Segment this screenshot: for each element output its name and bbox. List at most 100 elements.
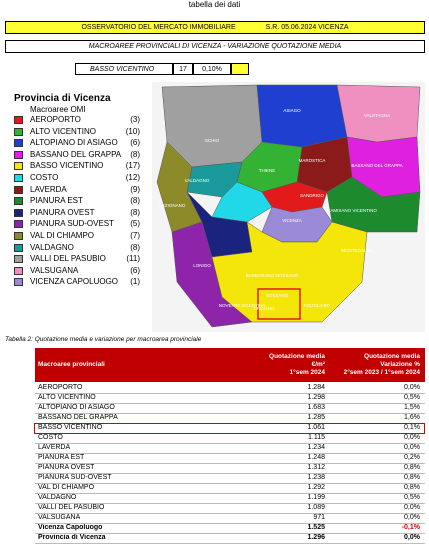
table-header-cell: Quotazione media Variazione % 2°sem 2023… (343, 353, 420, 376)
map-label: NOVENTA VICENTINA (219, 303, 265, 308)
page-caption: tabella dei dati (188, 0, 241, 9)
legend-label: VALSUGANA (30, 265, 79, 275)
row-line (35, 542, 425, 544)
row-line (35, 462, 425, 464)
map-label: MAROSTICA (299, 158, 326, 163)
legend-label: PIANURA OVEST (30, 207, 95, 217)
table-header-cell: Quotazione media €/m² 1°sem 2024 (269, 353, 325, 376)
selection-change: 0,10% (193, 63, 231, 75)
table-cell: 0,0% (404, 384, 420, 391)
map-label: BASSANO DEL GRAPPA (351, 163, 402, 168)
legend-count: (1) (130, 277, 140, 287)
table-cell: 0,8% (404, 464, 420, 471)
table-cell: LAVERDA (38, 444, 71, 451)
selection-count: 17 (173, 63, 193, 75)
table-cell: ALTO VICENTINO (38, 394, 96, 401)
table-cell: 1.115 (308, 434, 325, 441)
selection-name: BASSO VICENTINO (75, 63, 173, 75)
subtitle: MACROAREE PROVINCIALI DI VICENZA - VARIA… (88, 43, 342, 50)
legend-swatch (14, 255, 23, 264)
selection-swatch (231, 63, 249, 75)
banner-left: OSSERVATORIO DEL MERCATO IMMOBILIARE (81, 24, 236, 31)
legend-swatch (14, 185, 23, 194)
region (256, 84, 348, 148)
table-cell: 1.234 (307, 444, 325, 451)
table-cell: VAL DI CHIAMPO (38, 484, 95, 491)
legend-count: (8) (130, 242, 140, 252)
table: Macroaree provinciali Quotazione media €/… (34, 348, 425, 545)
legend-swatch (14, 116, 23, 124)
table-cell: 1.061 (307, 424, 325, 431)
table-cell: 0,1% (404, 424, 420, 431)
legend-count: (6) (130, 138, 140, 148)
map-label: VICENZA (282, 218, 302, 223)
table-cell: 1.285 (307, 414, 325, 421)
legend-label: ALTO VICENTINO (30, 126, 96, 136)
legend-label: BASSO VICENTINO (30, 161, 104, 171)
row-line (35, 502, 425, 504)
legend-swatch (14, 243, 23, 252)
table-cell: 1.248 (307, 454, 325, 461)
legend-swatch (14, 197, 23, 206)
table-header (35, 348, 425, 382)
legend-label: VICENZA CAPOLUOGO (30, 277, 119, 287)
legend-swatch (14, 220, 23, 229)
row-highlight (34, 422, 425, 434)
legend-count: (11) (126, 254, 140, 264)
legend-swatch (14, 150, 23, 159)
legend-label: VAL DI CHIAMPO (30, 231, 95, 240)
table-cell: Provincia di Vicenza (38, 534, 106, 541)
legend-swatch (14, 127, 23, 136)
table-header-cell: Macroaree provinciali (38, 361, 105, 368)
legend-label: PIANURA EST (30, 196, 83, 206)
row-line (35, 452, 425, 454)
row-line (35, 392, 425, 394)
row-line (35, 512, 425, 514)
table-cell: PIANURA EST (38, 454, 85, 461)
table-cell: BASSO VICENTINO (38, 424, 103, 431)
legend-count: (6) (130, 265, 140, 275)
legend-count: (12) (125, 173, 140, 182)
row-line (35, 522, 425, 524)
legend-swatch (14, 278, 23, 287)
table-caption: Tabella 2: Quotazione media e variazione… (5, 336, 202, 343)
table-cell: -0,1% (401, 524, 420, 531)
table-cell: 0,8% (404, 484, 420, 491)
legend-title: Provincia di Vicenza (14, 93, 111, 104)
legend-subtitle: Macroaree OMI (30, 105, 86, 114)
table-cell: 1.296 (307, 534, 325, 541)
legend-count: (8) (130, 207, 140, 217)
map-label: THIENE (259, 168, 276, 173)
legend-label: COSTO (30, 173, 59, 182)
table-cell: 971 (313, 514, 325, 521)
map-label: ASIAGO (283, 108, 301, 113)
table-cell: 0,8% (404, 474, 420, 481)
table-cell: VALDAGNO (38, 494, 77, 501)
map-label: ARZIGNANO (159, 203, 186, 208)
table-cell: 1,6% (404, 414, 420, 421)
table-cell: 0,0% (404, 444, 420, 451)
table-cell: 0,0% (404, 534, 420, 541)
row-line (35, 532, 425, 534)
table-cell: 0,0% (404, 504, 420, 511)
table-cell: AEROPORTO (38, 384, 83, 391)
legend-count: (10) (125, 126, 140, 136)
legend-swatch (14, 266, 23, 275)
table-cell: PIANURA SUD-OVEST (38, 474, 112, 481)
legend-label: VALDAGNO (30, 242, 74, 252)
table-cell: 0,5% (404, 494, 420, 501)
map-label: SOSSANO (266, 293, 289, 298)
table-cell: ALTOPIANO DI ASIAGO (38, 404, 115, 411)
legend-swatch (14, 232, 23, 240)
map-label: AGUGLIARO (304, 303, 331, 308)
table-cell: VALLI DEL PASUBIO (38, 504, 105, 511)
table-cell: Vicenza Capoluogo (38, 524, 103, 531)
table-cell: 1.292 (307, 484, 325, 491)
row-line (35, 402, 425, 404)
subtitle-box: MACROAREE PROVINCIALI DI VICENZA - VARIA… (5, 40, 425, 53)
map-label: VALDAGNO (185, 178, 210, 183)
legend-count: (3) (130, 115, 140, 124)
map-label: SANDRIGO (300, 193, 325, 198)
table-cell: 1.525 (307, 524, 325, 531)
map-label: ORGIANO (253, 306, 275, 311)
